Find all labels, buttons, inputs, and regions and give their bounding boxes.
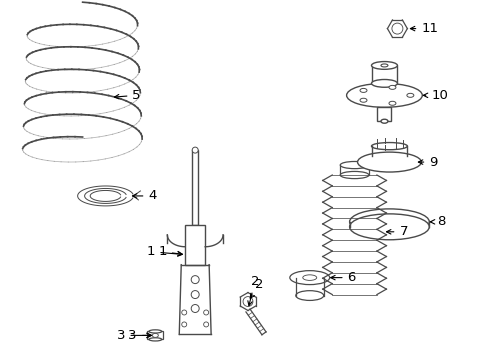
Text: 1: 1 [158, 245, 182, 258]
Text: 6: 6 [330, 271, 355, 284]
Circle shape [203, 322, 208, 327]
Ellipse shape [349, 209, 428, 235]
Ellipse shape [340, 171, 368, 179]
Circle shape [191, 305, 199, 312]
Text: 3: 3 [117, 329, 151, 342]
Circle shape [191, 291, 199, 298]
Text: 11: 11 [409, 22, 437, 35]
Text: 4: 4 [132, 189, 157, 202]
Ellipse shape [371, 80, 397, 87]
Bar [147, 332, 163, 339]
Circle shape [191, 276, 199, 284]
Ellipse shape [340, 162, 368, 168]
Text: 9: 9 [418, 156, 437, 168]
Bar [192, 150, 198, 225]
Ellipse shape [289, 271, 329, 285]
Circle shape [182, 322, 186, 327]
Text: 2: 2 [247, 275, 259, 306]
Ellipse shape [371, 216, 407, 228]
Text: 1: 1 [146, 245, 182, 258]
Ellipse shape [357, 152, 421, 172]
Ellipse shape [371, 143, 407, 150]
Text: 3: 3 [128, 329, 151, 342]
Ellipse shape [359, 89, 366, 93]
Ellipse shape [346, 84, 422, 107]
Ellipse shape [406, 93, 413, 97]
Ellipse shape [149, 338, 162, 341]
Bar [371, 66, 397, 84]
Circle shape [243, 297, 252, 306]
Text: 5: 5 [114, 89, 141, 102]
Ellipse shape [380, 64, 387, 67]
Ellipse shape [388, 85, 395, 89]
Ellipse shape [349, 214, 428, 240]
Text: 10: 10 [423, 89, 447, 102]
Circle shape [192, 147, 198, 153]
Text: 2: 2 [250, 278, 263, 298]
Ellipse shape [152, 333, 158, 337]
Ellipse shape [371, 62, 397, 69]
Circle shape [182, 310, 186, 315]
Text: 7: 7 [386, 225, 407, 238]
Circle shape [203, 310, 208, 315]
Text: 8: 8 [429, 215, 445, 228]
Bar [340, 165, 368, 175]
Bar [377, 107, 390, 121]
Bar [185, 225, 205, 265]
Ellipse shape [302, 275, 316, 280]
Circle shape [391, 23, 402, 34]
Ellipse shape [359, 98, 366, 102]
Ellipse shape [149, 330, 162, 333]
Ellipse shape [380, 119, 387, 123]
Ellipse shape [295, 291, 323, 301]
Ellipse shape [388, 101, 395, 105]
